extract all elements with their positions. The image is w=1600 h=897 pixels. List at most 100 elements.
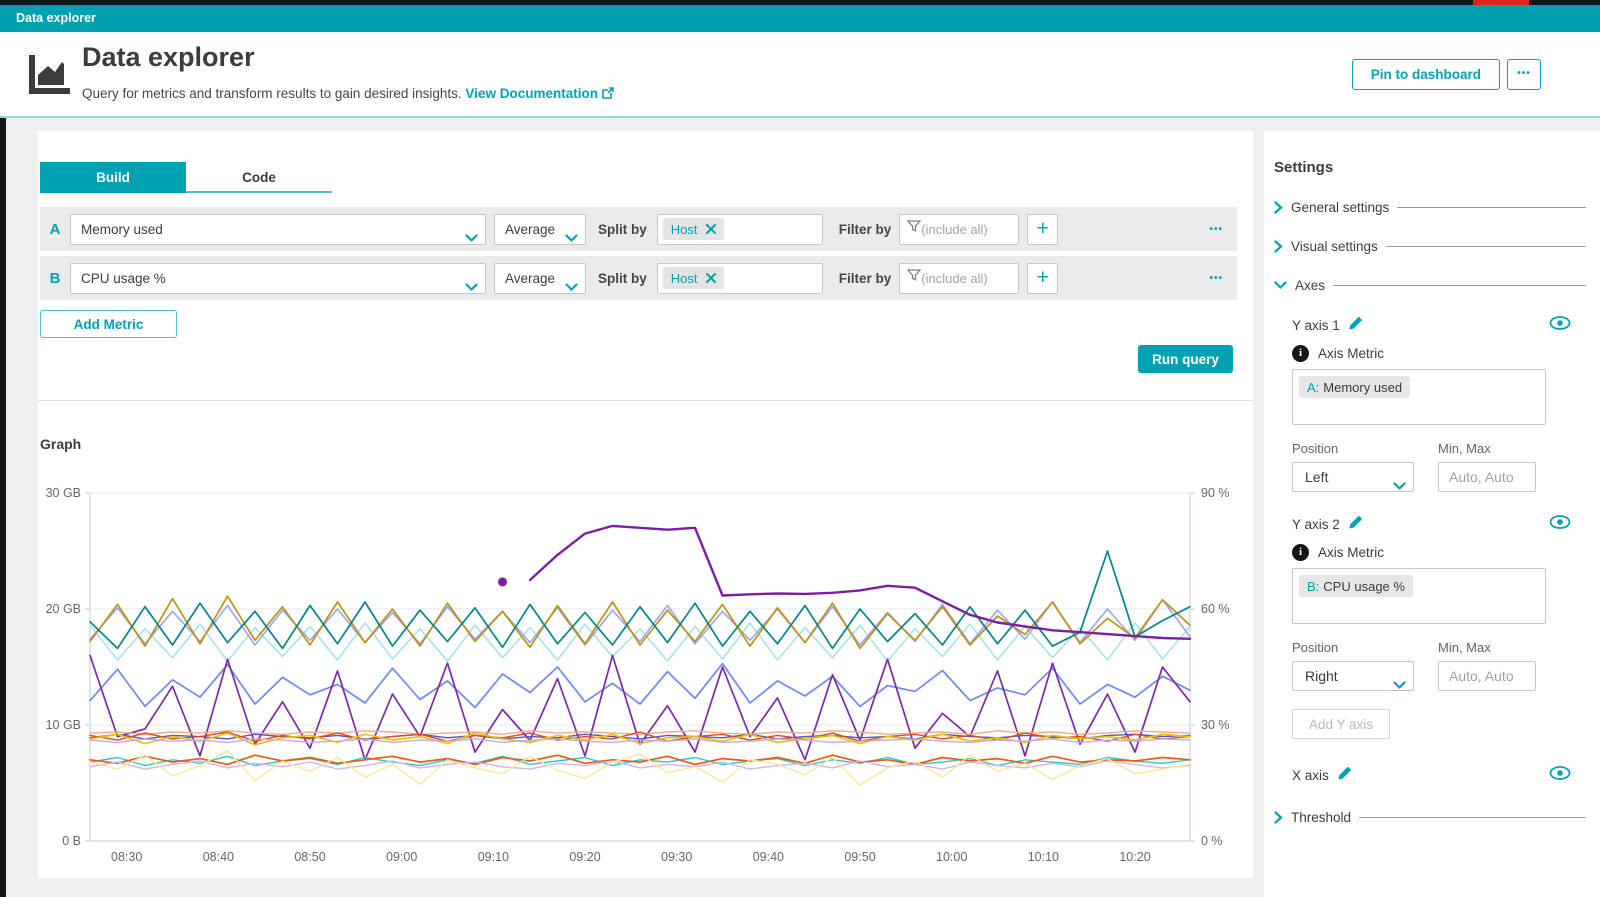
position-minmax-row: Position Right Min, Max bbox=[1292, 640, 1586, 691]
filter-input-wrap bbox=[899, 263, 1019, 294]
svg-text:08:50: 08:50 bbox=[294, 850, 325, 864]
chevron-down-icon bbox=[565, 273, 578, 302]
position-minmax-row: Position Left Min, Max bbox=[1292, 441, 1586, 492]
info-icon: i bbox=[1292, 544, 1309, 561]
axis-metric-box[interactable]: A: Memory used bbox=[1292, 369, 1546, 425]
visibility-eye-icon[interactable] bbox=[1548, 315, 1572, 336]
minmax-label: Min, Max bbox=[1438, 441, 1536, 456]
info-icon: i bbox=[1292, 345, 1309, 362]
minmax-input[interactable] bbox=[1438, 661, 1536, 691]
position-select[interactable]: Left bbox=[1292, 462, 1414, 492]
svg-text:09:20: 09:20 bbox=[569, 850, 600, 864]
tab-build[interactable]: Build bbox=[40, 162, 186, 193]
split-chip-host[interactable]: Host bbox=[663, 218, 724, 240]
aggregation-select[interactable]: Average bbox=[494, 214, 586, 245]
svg-text:10:00: 10:00 bbox=[936, 850, 967, 864]
tab-code[interactable]: Code bbox=[186, 162, 332, 193]
section-divider bbox=[38, 400, 1253, 401]
left-edge-strip bbox=[0, 118, 6, 897]
axis-metric-row: i Axis Metric bbox=[1292, 544, 1586, 561]
axis-metric-box[interactable]: B: CPU usage % bbox=[1292, 568, 1546, 624]
x-axis-label: X axis bbox=[1292, 768, 1329, 783]
graph-canvas[interactable]: 0 B10 GB20 GB30 GB0 %30 %60 %90 %08:3008… bbox=[38, 467, 1249, 871]
axis-metric-chip[interactable]: A: Memory used bbox=[1299, 376, 1410, 398]
aggregation-select[interactable]: Average bbox=[494, 263, 586, 294]
svg-text:90 %: 90 % bbox=[1201, 486, 1230, 500]
pin-to-dashboard-button[interactable]: Pin to dashboard bbox=[1352, 59, 1500, 90]
page-title: Data explorer bbox=[82, 42, 255, 73]
svg-text:30 GB: 30 GB bbox=[46, 486, 81, 500]
section-visual-settings[interactable]: Visual settings bbox=[1274, 239, 1586, 254]
header: Data explorer Query for metrics and tran… bbox=[0, 32, 1600, 118]
filter-input[interactable] bbox=[921, 222, 1007, 237]
metric-row-more-button[interactable]: ••• bbox=[1209, 224, 1231, 235]
divider bbox=[1397, 207, 1586, 208]
header-more-options-button[interactable]: ••• bbox=[1507, 59, 1541, 90]
svg-text:09:00: 09:00 bbox=[386, 850, 417, 864]
settings-panel: Settings General settings Visual setting… bbox=[1264, 131, 1600, 897]
run-query-button[interactable]: Run query bbox=[1138, 345, 1233, 373]
settings-title: Settings bbox=[1274, 159, 1586, 176]
edit-pencil-icon[interactable] bbox=[1348, 315, 1364, 336]
section-axes[interactable]: Axes bbox=[1274, 278, 1586, 293]
svg-text:0 %: 0 % bbox=[1201, 834, 1223, 848]
section-threshold[interactable]: Threshold bbox=[1274, 810, 1586, 825]
metric-row-a: A Memory used Average Split by Host Filt… bbox=[40, 207, 1237, 251]
section-general-settings[interactable]: General settings bbox=[1274, 200, 1586, 215]
svg-text:08:40: 08:40 bbox=[203, 850, 234, 864]
axis-metric-chip[interactable]: B: CPU usage % bbox=[1299, 575, 1413, 597]
chevron-down-icon bbox=[465, 273, 478, 302]
split-by-label: Split by bbox=[598, 222, 647, 237]
split-chip-host[interactable]: Host bbox=[663, 267, 724, 289]
chevron-down-icon bbox=[1393, 671, 1406, 699]
metric-row-more-button[interactable]: ••• bbox=[1209, 273, 1231, 284]
tab-bar: Build Code bbox=[40, 162, 332, 193]
split-by-label: Split by bbox=[598, 271, 647, 286]
query-builder-card: Build Code A Memory used Average Split b… bbox=[38, 131, 1253, 878]
visibility-eye-icon[interactable] bbox=[1548, 765, 1572, 786]
view-documentation-link[interactable]: View Documentation bbox=[465, 86, 598, 101]
chart-icon bbox=[24, 49, 74, 99]
visibility-eye-icon[interactable] bbox=[1548, 514, 1572, 535]
svg-text:09:30: 09:30 bbox=[661, 850, 692, 864]
metric-name-select[interactable]: CPU usage % bbox=[70, 263, 486, 294]
filter-by-label: Filter by bbox=[839, 271, 892, 286]
edit-pencil-icon[interactable] bbox=[1348, 514, 1364, 535]
svg-text:20 GB: 20 GB bbox=[46, 602, 81, 616]
y-axis-2-header: Y axis 2 bbox=[1292, 514, 1586, 535]
svg-text:10:10: 10:10 bbox=[1028, 850, 1059, 864]
divider bbox=[1359, 817, 1586, 818]
x-axis-header: X axis bbox=[1292, 765, 1586, 786]
svg-text:0 B: 0 B bbox=[62, 834, 81, 848]
axes-body: Y axis 1 i Axis Metric A: Memory used Po… bbox=[1274, 315, 1586, 786]
add-metric-button[interactable]: Add Metric bbox=[40, 310, 177, 338]
chevron-right-icon bbox=[1274, 240, 1283, 253]
filter-input[interactable] bbox=[921, 271, 1007, 286]
add-y-axis-button[interactable]: Add Y axis bbox=[1292, 709, 1390, 739]
chip-close-icon[interactable] bbox=[706, 273, 716, 283]
split-by-box[interactable]: Host bbox=[657, 263, 823, 294]
metric-id-label: A bbox=[40, 221, 70, 238]
metric-name-select[interactable]: Memory used bbox=[70, 214, 486, 245]
position-select[interactable]: Right bbox=[1292, 661, 1414, 691]
chevron-down-icon bbox=[1393, 472, 1406, 500]
add-filter-button[interactable]: + bbox=[1027, 263, 1058, 294]
graph-area: 0 B10 GB20 GB30 GB0 %30 %60 %90 %08:3008… bbox=[38, 467, 1249, 876]
position-label: Position bbox=[1292, 640, 1426, 655]
split-by-box[interactable]: Host bbox=[657, 214, 823, 245]
y-axis-2-label: Y axis 2 bbox=[1292, 517, 1340, 532]
metric-id-label: B bbox=[40, 270, 70, 287]
axis-metric-row: i Axis Metric bbox=[1292, 345, 1586, 362]
svg-text:09:40: 09:40 bbox=[753, 850, 784, 864]
chip-close-icon[interactable] bbox=[706, 224, 716, 234]
add-filter-button[interactable]: + bbox=[1027, 214, 1058, 245]
graph-title: Graph bbox=[40, 436, 81, 452]
filter-by-label: Filter by bbox=[839, 222, 892, 237]
chevron-down-icon bbox=[465, 224, 478, 253]
chevron-right-icon bbox=[1274, 811, 1283, 824]
edit-pencil-icon[interactable] bbox=[1337, 765, 1353, 786]
filter-icon bbox=[907, 269, 921, 287]
axis-metric-label: Axis Metric bbox=[1318, 346, 1384, 361]
svg-text:60 %: 60 % bbox=[1201, 602, 1230, 616]
minmax-input[interactable] bbox=[1438, 462, 1536, 492]
